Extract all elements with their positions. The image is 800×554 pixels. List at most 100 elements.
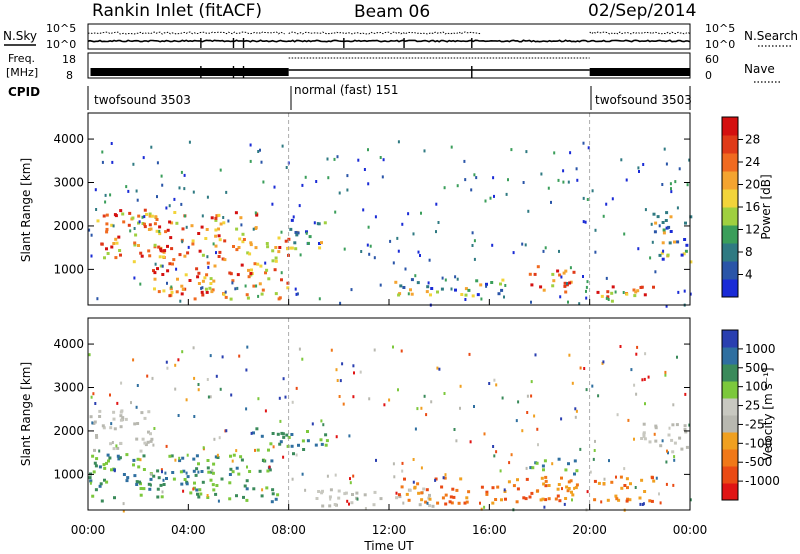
heatmap-cell bbox=[221, 355, 224, 359]
freq-left-tick-top: 18 bbox=[62, 53, 76, 66]
heatmap-cell bbox=[346, 188, 349, 192]
heatmap-cell bbox=[142, 468, 146, 471]
heatmap-cell bbox=[569, 280, 573, 284]
heatmap-cell bbox=[154, 262, 157, 266]
heatmap-cell bbox=[537, 443, 539, 447]
heatmap-cell bbox=[88, 353, 91, 357]
heatmap-cell bbox=[182, 489, 185, 493]
heatmap-cell bbox=[159, 483, 163, 487]
heatmap-cell bbox=[531, 466, 535, 470]
heatmap-cell bbox=[139, 251, 143, 255]
heatmap-cell bbox=[416, 482, 420, 486]
heatmap-cell bbox=[295, 453, 298, 457]
heatmap-cell bbox=[402, 286, 406, 289]
heatmap-cell bbox=[308, 235, 312, 239]
heatmap-cell bbox=[630, 368, 633, 372]
heatmap-cell bbox=[586, 198, 589, 201]
heatmap-cell bbox=[558, 499, 562, 503]
heatmap-cell bbox=[231, 459, 234, 463]
heatmap-cell bbox=[218, 436, 221, 440]
heatmap-cell bbox=[186, 475, 190, 479]
heatmap-cell bbox=[249, 272, 253, 275]
heatmap-cell bbox=[207, 395, 210, 399]
heatmap-cell bbox=[200, 290, 204, 294]
heatmap-cell bbox=[428, 497, 432, 501]
heatmap-cell bbox=[274, 246, 278, 249]
heatmap-cell bbox=[142, 156, 145, 160]
heatmap-cell bbox=[575, 483, 579, 487]
heatmap-cell bbox=[544, 479, 548, 483]
heatmap-cell bbox=[205, 228, 209, 231]
heatmap-cell bbox=[113, 496, 116, 500]
colorbar-tick-label: 1000 bbox=[745, 342, 776, 356]
heatmap-cell bbox=[642, 432, 646, 436]
heatmap-cell bbox=[673, 240, 676, 244]
heatmap-cell bbox=[235, 449, 238, 453]
heatmap-cell bbox=[544, 475, 548, 479]
heatmap-cell bbox=[197, 388, 200, 392]
colorbar-tick-label: 25 bbox=[745, 399, 760, 413]
heatmap-cell bbox=[510, 453, 513, 457]
heatmap-cell bbox=[335, 435, 338, 439]
heatmap-cell bbox=[638, 496, 642, 500]
velocity-panel: 1000 2000 3000 4000 Slant Range [km] bbox=[19, 317, 692, 513]
heatmap-cell bbox=[557, 457, 561, 461]
heatmap-cell bbox=[471, 244, 474, 247]
heatmap-cell bbox=[349, 477, 351, 481]
heatmap-cell bbox=[206, 378, 209, 381]
heatmap-cell bbox=[94, 464, 98, 468]
heatmap-cell bbox=[101, 150, 104, 154]
heatmap-cell bbox=[208, 286, 212, 290]
heatmap-cell bbox=[315, 180, 318, 183]
heatmap-cell bbox=[454, 288, 457, 292]
heatmap-cell bbox=[143, 441, 147, 445]
heatmap-cell bbox=[245, 368, 248, 372]
heatmap-cell bbox=[469, 440, 472, 444]
heatmap-cell bbox=[206, 195, 209, 199]
heatmap-cell bbox=[504, 497, 507, 501]
heatmap-cell bbox=[450, 145, 453, 149]
heatmap-cell bbox=[499, 282, 502, 286]
heatmap-cell bbox=[112, 242, 116, 245]
heatmap-cell bbox=[313, 221, 316, 225]
heatmap-cell bbox=[274, 497, 278, 501]
heatmap-cell bbox=[105, 247, 108, 251]
heatmap-cell bbox=[295, 292, 298, 296]
heatmap-cell bbox=[184, 214, 186, 218]
time-axis-label: Time UT bbox=[363, 539, 414, 553]
heatmap-cell bbox=[132, 358, 135, 362]
heatmap-cell bbox=[105, 230, 109, 234]
heatmap-cell bbox=[504, 284, 507, 287]
heatmap-cell bbox=[434, 478, 437, 482]
heatmap-cell bbox=[250, 431, 253, 435]
heatmap-cell bbox=[493, 194, 495, 198]
heatmap-cell bbox=[134, 233, 138, 237]
heatmap-cell bbox=[435, 202, 438, 206]
heatmap-cell bbox=[116, 401, 119, 405]
heatmap-cell bbox=[139, 449, 143, 453]
heatmap-cell bbox=[372, 503, 376, 507]
heatmap-cell bbox=[211, 471, 215, 475]
heatmap-cell bbox=[161, 490, 164, 494]
heatmap-cell bbox=[249, 143, 252, 147]
heatmap-cell bbox=[628, 498, 632, 502]
heatmap-cell bbox=[661, 183, 664, 186]
heatmap-cell bbox=[290, 433, 294, 436]
colorbar-swatch bbox=[722, 189, 738, 208]
heatmap-cell bbox=[591, 189, 594, 193]
heatmap-cell bbox=[675, 423, 679, 427]
heatmap-cell bbox=[196, 492, 199, 496]
heatmap-cell bbox=[521, 429, 524, 433]
heatmap-cell bbox=[189, 491, 193, 495]
heatmap-cell bbox=[632, 288, 636, 292]
heatmap-cell bbox=[558, 273, 562, 277]
heatmap-cell bbox=[156, 469, 160, 473]
heatmap-cell bbox=[352, 395, 355, 399]
x-tick-label: 00:00 bbox=[673, 523, 708, 537]
heatmap-cell bbox=[214, 228, 218, 232]
heatmap-cell bbox=[465, 500, 469, 504]
heatmap-cell bbox=[352, 364, 355, 368]
heatmap-cell bbox=[160, 468, 163, 472]
heatmap-cell bbox=[470, 188, 473, 192]
